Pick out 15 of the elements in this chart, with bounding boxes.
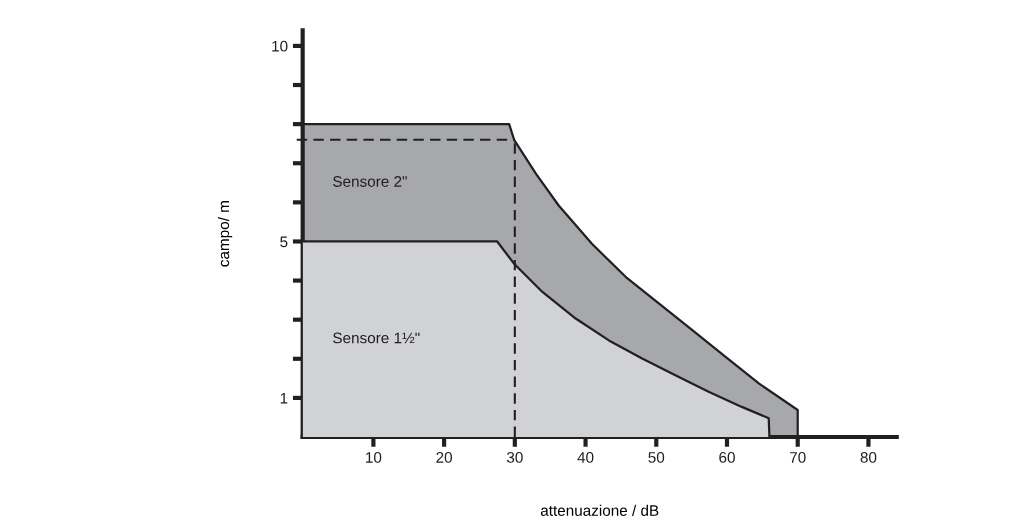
y-axis-title: campo/ m xyxy=(217,201,233,267)
x-tick-label: 10 xyxy=(366,452,382,463)
y-tick-label: 1 xyxy=(280,392,288,404)
x-tick-label: 50 xyxy=(648,452,665,463)
y-tick-label: 5 xyxy=(280,236,288,248)
x-tick-label: 30 xyxy=(506,452,523,463)
series-label: Sensore 1½" xyxy=(333,332,420,344)
x-tick-label: 70 xyxy=(790,452,806,463)
x-tick-label: 60 xyxy=(719,452,735,463)
y-tick-label: 10 xyxy=(272,40,288,52)
series-label: Sensore 2" xyxy=(333,176,407,187)
x-tick-label: 20 xyxy=(436,452,453,463)
x-axis-title: attenuazione / dB xyxy=(540,504,659,516)
x-tick-label: 40 xyxy=(577,452,594,463)
x-tick-label: 80 xyxy=(860,452,877,463)
